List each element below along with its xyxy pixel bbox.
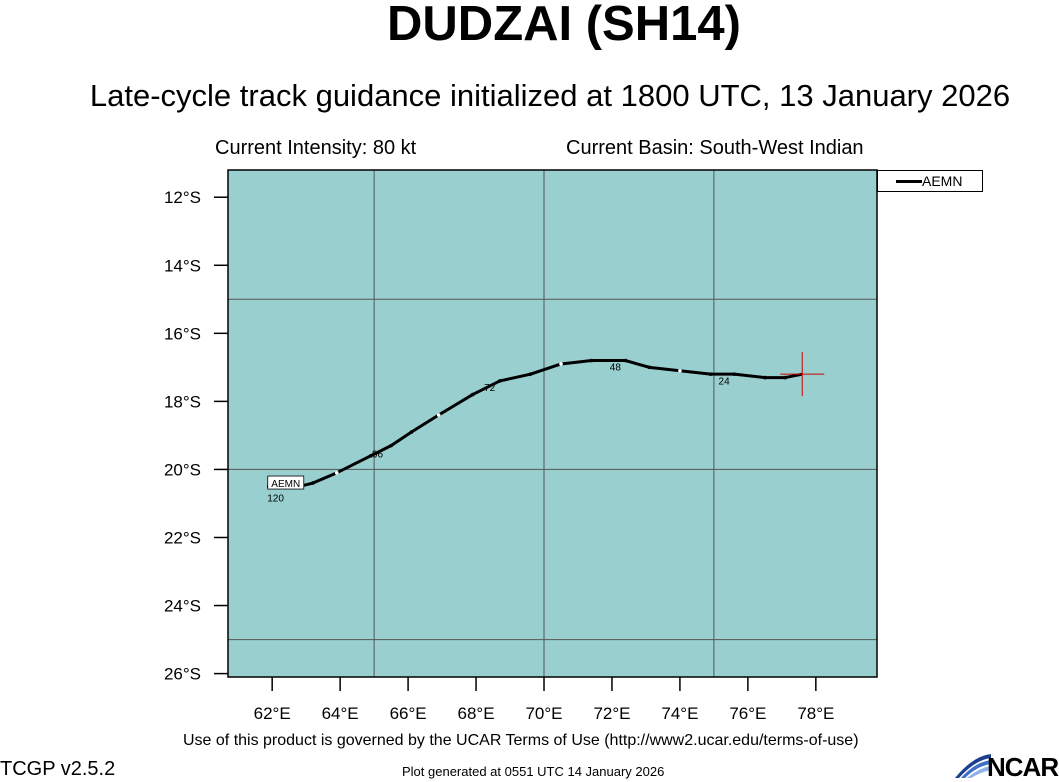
track-point (410, 430, 414, 434)
forecast-hour-label: 96 (372, 449, 384, 460)
lat-tick-label: 24°S (164, 597, 201, 616)
forecast-hour-label: 48 (610, 363, 622, 374)
track-point (648, 366, 652, 370)
track-point (590, 359, 594, 363)
track-point (529, 372, 533, 376)
lon-tick-label: 72°E (593, 704, 630, 723)
lon-tick-label: 62°E (254, 704, 291, 723)
lon-tick-label: 64°E (322, 704, 359, 723)
terms-of-use-text: Use of this product is governed by the U… (183, 731, 859, 751)
lon-tick-label: 78°E (797, 704, 834, 723)
legend-line-swatch (896, 180, 922, 183)
lat-tick-label: 20°S (164, 460, 201, 479)
latitude-axis: 12°S 14°S 16°S 18°S 20°S 22°S 24°S 26°S (164, 188, 228, 683)
forecast-hour-label: 72 (484, 383, 496, 394)
lon-tick-label: 76°E (729, 704, 766, 723)
track-point (471, 393, 475, 397)
storm-title: DUDZAI (SH14) (0, 0, 1059, 54)
guidance-subtitle: Late-cycle track guidance initialized at… (0, 78, 1059, 114)
ncar-logo-text: NCAR (987, 752, 1058, 782)
version-label: TCGP v2.5.2 (0, 757, 115, 781)
track-end-label: AEMN (271, 479, 300, 490)
lon-tick-label: 66°E (390, 704, 427, 723)
lon-tick-label: 70°E (525, 704, 562, 723)
track-point (709, 372, 713, 376)
track-point (437, 413, 441, 417)
lat-tick-label: 18°S (164, 392, 201, 411)
lon-tick-label: 74°E (661, 704, 698, 723)
track-point (559, 362, 563, 366)
lat-tick-label: 26°S (164, 665, 201, 684)
track-point (498, 379, 502, 383)
lon-tick-label: 68°E (458, 704, 495, 723)
track-point (389, 444, 393, 448)
map-ocean (228, 170, 877, 677)
track-point (311, 481, 315, 485)
legend-label-aemn: AEMN (922, 172, 962, 190)
lat-tick-label: 12°S (164, 188, 201, 207)
lat-tick-label: 22°S (164, 528, 201, 547)
longitude-axis: 62°E 64°E 66°E 68°E 70°E 72°E 74°E 76°E 78°E (254, 677, 835, 723)
generated-timestamp: Plot generated at 0551 UTC 14 January 20… (402, 764, 664, 780)
lat-tick-label: 14°S (164, 256, 201, 275)
track-point (783, 376, 787, 380)
current-basin: Current Basin: South-West Indian (566, 136, 864, 160)
track-point (678, 369, 682, 373)
track-point (624, 359, 628, 363)
track-point (732, 372, 736, 376)
track-point (335, 471, 339, 475)
track-point (763, 376, 767, 380)
legend: AEMN (877, 170, 983, 192)
forecast-hour-label: 24 (719, 376, 731, 387)
lat-tick-label: 16°S (164, 324, 201, 343)
forecast-hour-label: 120 (267, 494, 284, 505)
ncar-logo: NCAR (953, 750, 1059, 780)
current-intensity: Current Intensity: 80 kt (215, 136, 416, 160)
